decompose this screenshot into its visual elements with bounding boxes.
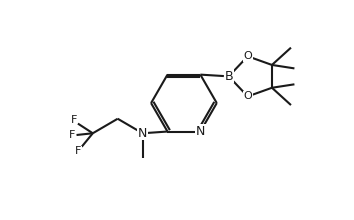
- Text: N: N: [138, 127, 147, 140]
- Text: F: F: [69, 130, 75, 140]
- Text: O: O: [243, 92, 252, 101]
- Text: O: O: [243, 51, 252, 61]
- Text: F: F: [75, 146, 81, 156]
- Text: N: N: [196, 125, 205, 138]
- Text: F: F: [70, 115, 77, 125]
- Text: B: B: [224, 70, 233, 83]
